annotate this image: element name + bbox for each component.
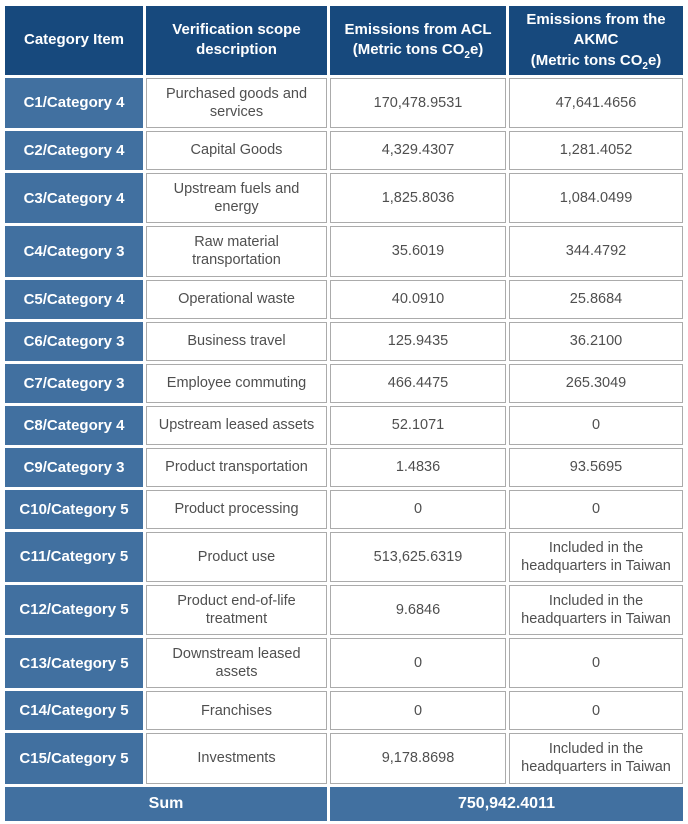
akmc-value-cell: Included in the headquarters in Taiwan	[509, 531, 683, 582]
description-cell: Operational waste	[146, 279, 327, 319]
header-emissions-akmc: Emissions from the AKMC (Metric tons CO2…	[509, 6, 683, 75]
sum-label: Sum	[5, 786, 327, 821]
acl-value-cell: 125.9435	[330, 321, 506, 361]
acl-value-cell: 0	[330, 638, 506, 689]
description-cell: Investments	[146, 733, 327, 784]
table-row: C11/Category 5 Product use 513,625.6319 …	[5, 531, 683, 582]
table-row: C13/Category 5 Downstream leased assets …	[5, 638, 683, 689]
akmc-value-cell: 344.4792	[509, 226, 683, 277]
category-cell: C12/Category 5	[5, 584, 143, 635]
table-row: C7/Category 3 Employee commuting 466.447…	[5, 363, 683, 403]
description-cell: Franchises	[146, 691, 327, 731]
category-cell: C7/Category 3	[5, 363, 143, 403]
sum-row: Sum 750,942.4011	[5, 786, 683, 821]
category-cell: C11/Category 5	[5, 531, 143, 582]
acl-value-cell: 40.0910	[330, 279, 506, 319]
acl-value-cell: 0	[330, 691, 506, 731]
table-row: C15/Category 5 Investments 9,178.8698 In…	[5, 733, 683, 784]
category-cell: C2/Category 4	[5, 131, 143, 170]
header-emissions-akmc-title: Emissions from the AKMC	[526, 11, 666, 49]
table-row: C12/Category 5 Product end-of-life treat…	[5, 584, 683, 635]
acl-value-cell: 513,625.6319	[330, 531, 506, 582]
category-cell: C8/Category 4	[5, 405, 143, 445]
akmc-value-cell: 0	[509, 638, 683, 689]
category-cell: C9/Category 3	[5, 447, 143, 487]
emissions-table: Category Item Verification scope descrip…	[2, 3, 686, 824]
acl-value-cell: 466.4475	[330, 363, 506, 403]
header-verification-scope: Verification scope description	[146, 6, 327, 75]
acl-value-cell: 170,478.9531	[330, 77, 506, 128]
akmc-value-cell: 0	[509, 691, 683, 731]
akmc-value-cell: 1,281.4052	[509, 131, 683, 170]
category-cell: C4/Category 3	[5, 226, 143, 277]
table-row: C4/Category 3 Raw material transportatio…	[5, 226, 683, 277]
acl-value-cell: 1,825.8036	[330, 173, 506, 224]
description-cell: Downstream leased assets	[146, 638, 327, 689]
akmc-value-cell: 0	[509, 405, 683, 445]
description-cell: Purchased goods and services	[146, 77, 327, 128]
akmc-value-cell: 0	[509, 489, 683, 529]
co2-subscript: 2	[642, 60, 648, 72]
akmc-value-cell: 93.5695	[509, 447, 683, 487]
acl-value-cell: 4,329.4307	[330, 131, 506, 170]
table-row: C9/Category 3 Product transportation 1.4…	[5, 447, 683, 487]
akmc-value-cell: 265.3049	[509, 363, 683, 403]
table-row: C14/Category 5 Franchises 0 0	[5, 691, 683, 731]
acl-value-cell: 35.6019	[330, 226, 506, 277]
acl-value-cell: 1.4836	[330, 447, 506, 487]
acl-value-cell: 52.1071	[330, 405, 506, 445]
category-cell: C3/Category 4	[5, 173, 143, 224]
sum-value: 750,942.4011	[330, 786, 683, 821]
header-category-item: Category Item	[5, 6, 143, 75]
category-cell: C5/Category 4	[5, 279, 143, 319]
description-cell: Product end-of-life treatment	[146, 584, 327, 635]
akmc-value-cell: 36.2100	[509, 321, 683, 361]
description-cell: Capital Goods	[146, 131, 327, 170]
description-cell: Product processing	[146, 489, 327, 529]
co2-subscript: 2	[464, 50, 470, 62]
akmc-value-cell: Included in the headquarters in Taiwan	[509, 733, 683, 784]
acl-value-cell: 0	[330, 489, 506, 529]
akmc-value-cell: 25.8684	[509, 279, 683, 319]
header-emissions-acl: Emissions from ACL (Metric tons CO2e)	[330, 6, 506, 75]
table-row: C1/Category 4 Purchased goods and servic…	[5, 77, 683, 128]
description-cell: Raw material transportation	[146, 226, 327, 277]
table-row: C5/Category 4 Operational waste 40.0910 …	[5, 279, 683, 319]
category-cell: C15/Category 5	[5, 733, 143, 784]
header-emissions-acl-unit: (Metric tons CO2e)	[352, 41, 484, 62]
description-cell: Employee commuting	[146, 363, 327, 403]
acl-value-cell: 9,178.8698	[330, 733, 506, 784]
table-row: C3/Category 4 Upstream fuels and energy …	[5, 173, 683, 224]
category-cell: C10/Category 5	[5, 489, 143, 529]
description-cell: Upstream fuels and energy	[146, 173, 327, 224]
akmc-value-cell: 47,641.4656	[509, 77, 683, 128]
header-emissions-acl-title: Emissions from ACL	[344, 21, 492, 39]
description-cell: Upstream leased assets	[146, 405, 327, 445]
table-row: C8/Category 4 Upstream leased assets 52.…	[5, 405, 683, 445]
emissions-table-page: Category Item Verification scope descrip…	[5, 6, 683, 821]
header-emissions-akmc-unit: (Metric tons CO2e)	[530, 51, 662, 72]
header-row: Category Item Verification scope descrip…	[5, 6, 683, 75]
acl-value-cell: 9.6846	[330, 584, 506, 635]
description-cell: Product transportation	[146, 447, 327, 487]
category-cell: C1/Category 4	[5, 77, 143, 128]
header-category-item-label: Category Item	[23, 31, 125, 49]
header-verification-scope-label: Verification scope description	[172, 21, 301, 59]
table-row: C2/Category 4 Capital Goods 4,329.4307 1…	[5, 131, 683, 170]
table-row: C6/Category 3 Business travel 125.9435 3…	[5, 321, 683, 361]
description-cell: Product use	[146, 531, 327, 582]
category-cell: C6/Category 3	[5, 321, 143, 361]
table-row: C10/Category 5 Product processing 0 0	[5, 489, 683, 529]
category-cell: C14/Category 5	[5, 691, 143, 731]
description-cell: Business travel	[146, 321, 327, 361]
akmc-value-cell: 1,084.0499	[509, 173, 683, 224]
akmc-value-cell: Included in the headquarters in Taiwan	[509, 584, 683, 635]
category-cell: C13/Category 5	[5, 638, 143, 689]
